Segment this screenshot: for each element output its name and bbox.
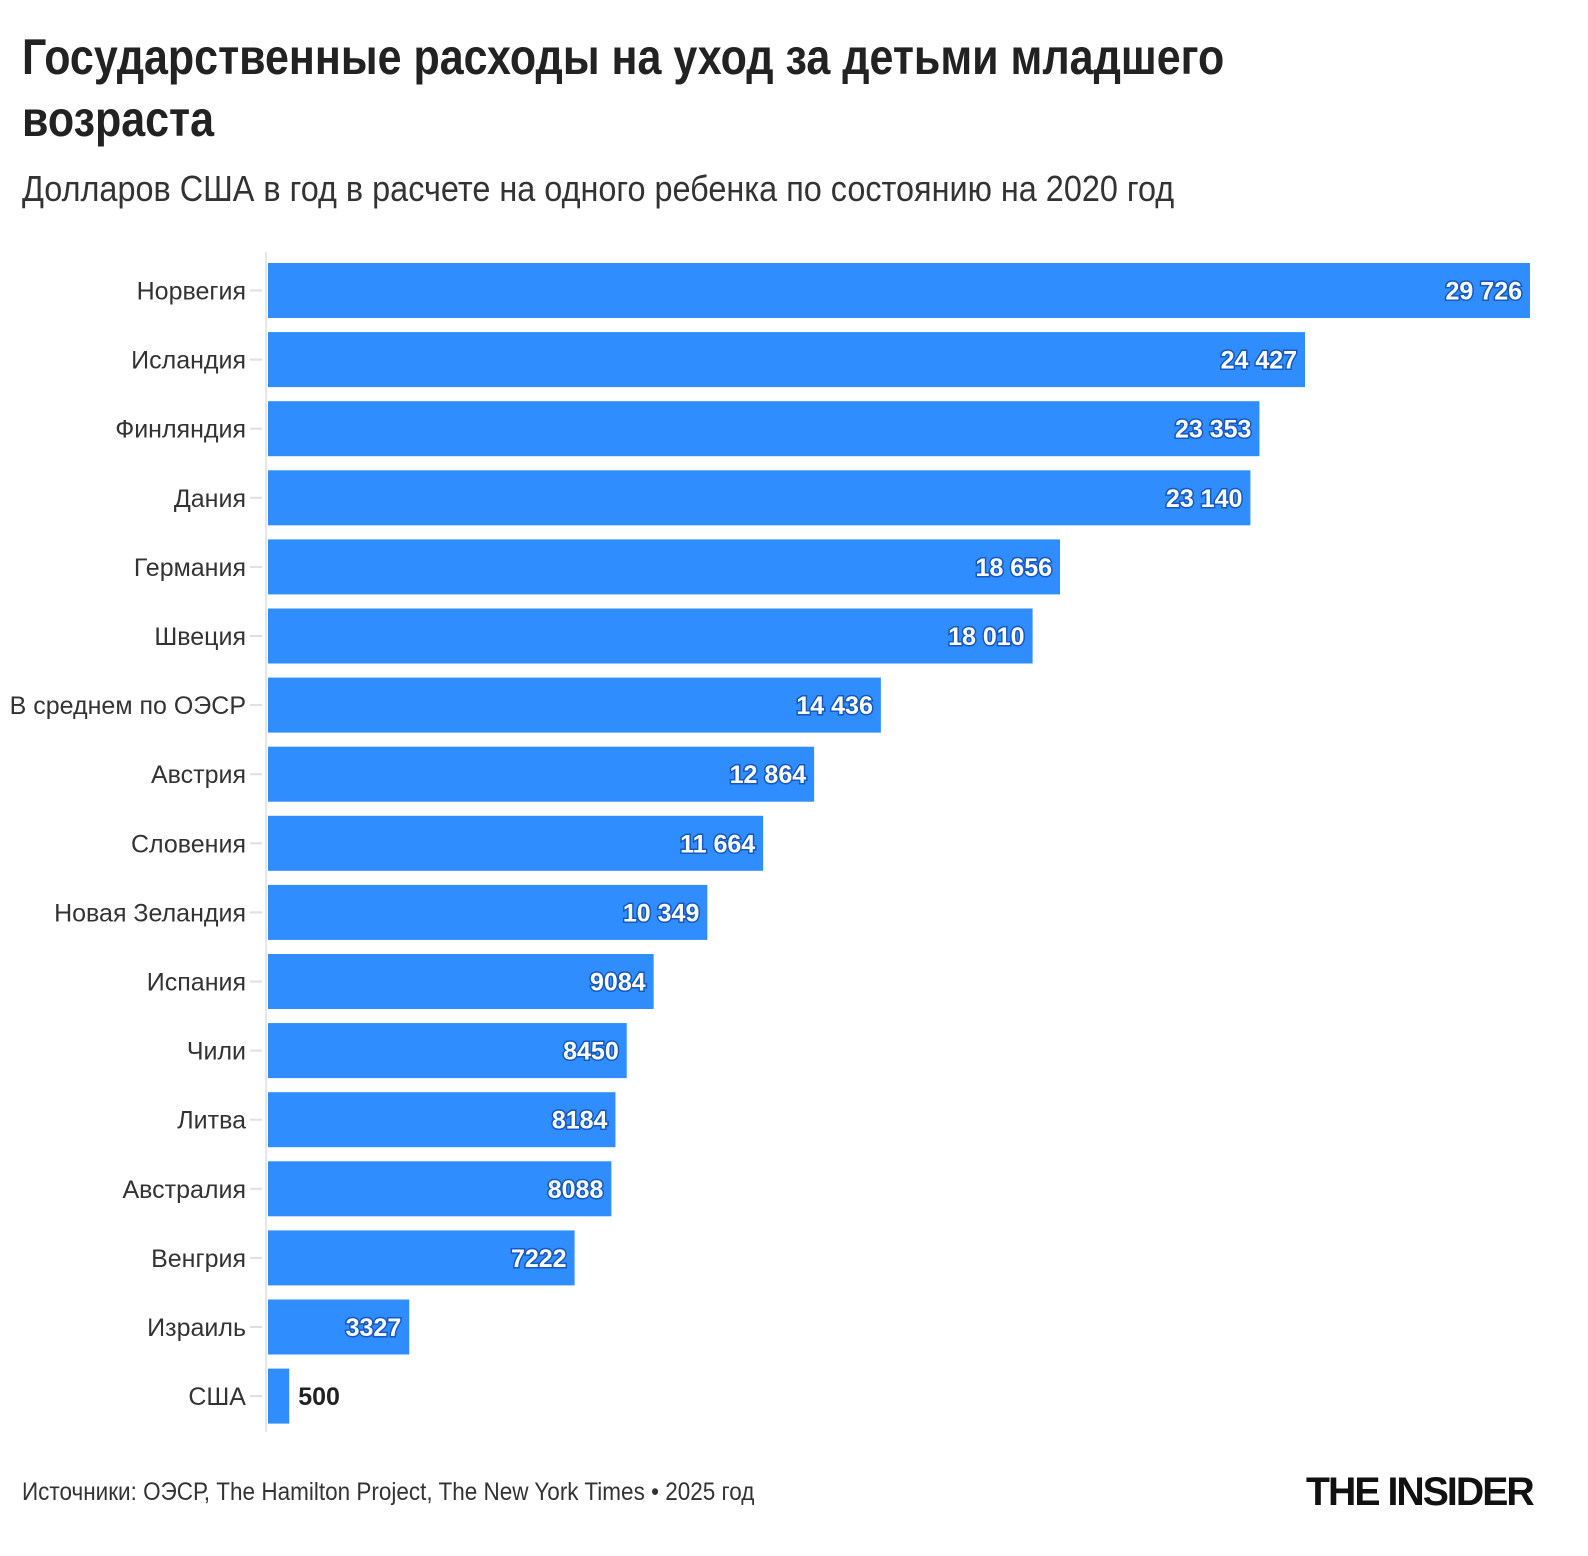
value-label: 23 353 bbox=[1175, 416, 1251, 444]
category-label: Норвегия bbox=[137, 278, 246, 306]
bar bbox=[268, 1368, 290, 1424]
value-label: 18 010 bbox=[948, 623, 1024, 651]
bar bbox=[268, 263, 1530, 318]
value-label: 11 664 bbox=[680, 830, 755, 858]
category-label: Австрия bbox=[151, 761, 246, 789]
category-label: В среднем по ОЭСР bbox=[10, 692, 246, 720]
bar bbox=[268, 677, 881, 733]
category-label: Финляндия bbox=[115, 416, 246, 444]
category-label: Австралия bbox=[122, 1176, 246, 1204]
category-label: Германия bbox=[134, 554, 246, 582]
value-label: 8450 bbox=[563, 1038, 619, 1066]
bar bbox=[268, 1161, 612, 1217]
category-label: Новая Зеландия bbox=[54, 899, 246, 927]
category-label: Литва bbox=[177, 1107, 246, 1135]
bar bbox=[268, 1092, 616, 1148]
category-label: Швеция bbox=[154, 623, 246, 651]
bar bbox=[268, 1230, 575, 1286]
the-insider-logo: THE INSIDER bbox=[1306, 1470, 1535, 1514]
category-label: Чили bbox=[187, 1038, 246, 1066]
bar bbox=[268, 746, 815, 802]
value-label: 14 436 bbox=[796, 692, 872, 720]
category-label: Испания bbox=[147, 969, 246, 997]
value-label: 23 140 bbox=[1166, 485, 1242, 513]
bar bbox=[268, 1299, 410, 1355]
source-note: Источники: ОЭСР, The Hamilton Project, T… bbox=[22, 1478, 755, 1506]
bar bbox=[268, 1023, 627, 1079]
value-label: 12 864 bbox=[730, 761, 807, 789]
category-label: Дания bbox=[174, 485, 246, 513]
chart-subtitle: Долларов США в год в расчете на одного р… bbox=[22, 168, 1175, 209]
value-label: 10 349 bbox=[623, 899, 699, 927]
value-label: 7222 bbox=[511, 1245, 567, 1273]
bar bbox=[268, 539, 1061, 595]
category-label: Венгрия bbox=[151, 1245, 246, 1273]
value-label: 29 726 bbox=[1446, 278, 1522, 306]
bar bbox=[268, 608, 1033, 664]
bar bbox=[268, 884, 708, 940]
bar bbox=[268, 954, 654, 1009]
category-label: Словения bbox=[131, 830, 246, 858]
value-label: 24 427 bbox=[1221, 347, 1297, 375]
value-label: 8184 bbox=[552, 1107, 608, 1135]
value-label: 18 656 bbox=[976, 554, 1052, 582]
bar bbox=[268, 332, 1306, 388]
value-label: 8088 bbox=[548, 1176, 604, 1204]
value-label: 500 bbox=[298, 1383, 340, 1411]
bar bbox=[268, 470, 1251, 526]
value-label: 9084 bbox=[590, 969, 646, 997]
value-label: 3327 bbox=[346, 1314, 402, 1342]
bar bbox=[268, 401, 1260, 457]
bar bbox=[268, 815, 764, 871]
category-label: Израиль bbox=[147, 1314, 246, 1342]
category-label: Исландия bbox=[131, 347, 246, 375]
category-label: США bbox=[188, 1383, 246, 1411]
chart-title: Государственные расходы на уход за детьм… bbox=[22, 29, 1225, 147]
